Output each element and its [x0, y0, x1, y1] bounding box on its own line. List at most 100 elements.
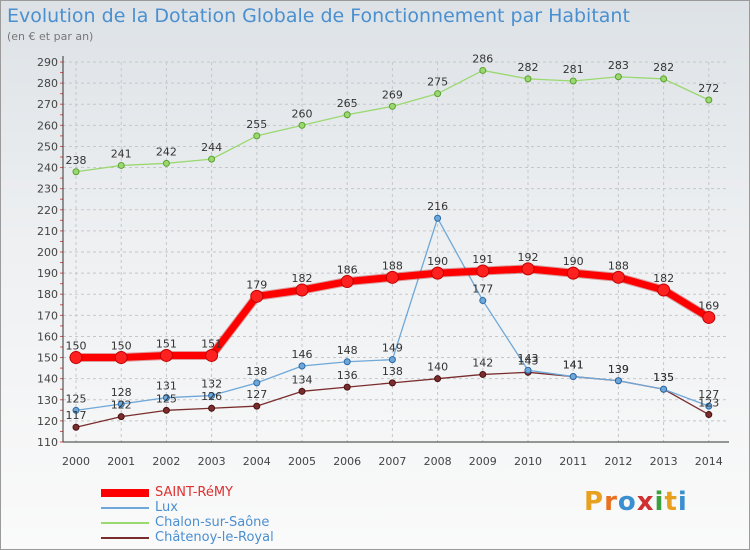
legend-item-chalon[interactable]: Chalon-sur-Saône [101, 515, 274, 530]
y-tick-label: 140 [37, 373, 58, 386]
data-point [208, 155, 216, 163]
data-point [611, 270, 625, 284]
y-tick-label: 270 [37, 98, 58, 111]
x-tick-label: 2008 [424, 455, 452, 468]
y-tick-label: 250 [37, 140, 58, 153]
data-point [524, 366, 532, 374]
data-label: 127 [246, 388, 267, 401]
y-tick-label: 290 [37, 56, 58, 69]
data-point [479, 297, 487, 305]
data-point [385, 270, 399, 284]
legend-swatch [101, 521, 149, 524]
data-label: 265 [337, 97, 358, 110]
data-point [705, 411, 713, 419]
data-label: 255 [246, 118, 267, 131]
data-point [705, 402, 713, 410]
x-tick-label: 2004 [243, 455, 271, 468]
x-tick-label: 2001 [107, 455, 135, 468]
data-point [569, 77, 577, 85]
data-point [117, 161, 125, 169]
logo-letter: P [584, 487, 605, 517]
data-label: 123 [698, 397, 719, 410]
y-tick-label: 210 [37, 225, 58, 238]
data-label: 125 [66, 392, 87, 405]
data-point [162, 159, 170, 167]
data-point [476, 264, 490, 278]
data-label: 192 [518, 251, 539, 264]
legend-item-chatenoy[interactable]: Châtenoy-le-Royal [101, 530, 274, 545]
data-point [343, 358, 351, 366]
y-tick-label: 150 [37, 352, 58, 365]
y-tick-label: 180 [37, 288, 58, 301]
legend-swatch [101, 536, 149, 539]
data-label: 216 [427, 200, 448, 213]
x-tick-label: 2013 [650, 455, 678, 468]
legend-swatch [101, 506, 149, 509]
data-label: 136 [337, 369, 358, 382]
chart-subtitle: (en € et par an) [7, 30, 94, 43]
data-label: 134 [292, 373, 313, 386]
data-point [72, 406, 80, 414]
data-label: 272 [698, 82, 719, 95]
data-label: 150 [111, 340, 132, 353]
data-point [569, 373, 577, 381]
data-label: 128 [111, 386, 132, 399]
data-point [431, 266, 445, 280]
data-point [388, 356, 396, 364]
data-label: 138 [382, 365, 403, 378]
data-point [388, 102, 396, 110]
y-tick-label: 120 [37, 415, 58, 428]
data-point [340, 275, 354, 289]
data-label: 148 [337, 344, 358, 357]
data-label: 244 [201, 141, 222, 154]
data-point [205, 348, 219, 362]
data-label: 140 [427, 361, 448, 374]
logo-letter: i [654, 487, 665, 517]
legend-label: Chalon-sur-Saône [155, 515, 270, 530]
data-point [521, 262, 535, 276]
data-point [72, 168, 80, 176]
data-label: 117 [66, 409, 87, 422]
data-label: 141 [563, 359, 584, 372]
y-tick-label: 230 [37, 183, 58, 196]
data-label: 177 [472, 283, 493, 296]
data-label: 126 [201, 390, 222, 403]
data-point [295, 283, 309, 297]
data-point [69, 351, 83, 365]
proxiti-logo[interactable]: Proxiti [584, 487, 688, 517]
data-label: 238 [66, 154, 87, 167]
data-label: 135 [653, 371, 674, 384]
data-point [72, 423, 80, 431]
data-label: 135 [653, 371, 674, 384]
data-label: 143 [518, 354, 539, 367]
data-point [208, 392, 216, 400]
data-point [253, 402, 261, 410]
y-tick-label: 220 [37, 204, 58, 217]
data-point [298, 362, 306, 370]
data-label: 143 [518, 352, 539, 365]
legend: SAINT-RéMY Lux Chalon-sur-Saône Châtenoy… [101, 485, 274, 545]
data-label: 149 [382, 342, 403, 355]
data-label: 282 [653, 61, 674, 74]
logo-letter: i [677, 487, 688, 517]
data-point [660, 75, 668, 83]
data-point [705, 96, 713, 104]
legend-item-lux[interactable]: Lux [101, 500, 274, 515]
x-tick-label: 2011 [559, 455, 587, 468]
logo-letter: r [604, 487, 618, 517]
data-point [253, 132, 261, 140]
data-label: 122 [111, 399, 132, 412]
x-tick-label: 2002 [152, 455, 180, 468]
legend-label: Châtenoy-le-Royal [155, 530, 274, 545]
data-point [343, 383, 351, 391]
data-label: 125 [156, 392, 177, 405]
data-label: 188 [608, 259, 629, 272]
y-tick-label: 260 [37, 119, 58, 132]
x-tick-label: 2014 [695, 455, 723, 468]
legend-item-saint-remy[interactable]: SAINT-RéMY [101, 485, 274, 500]
data-point [479, 66, 487, 74]
logo-letter: o [617, 487, 637, 517]
data-label: 191 [472, 253, 493, 266]
